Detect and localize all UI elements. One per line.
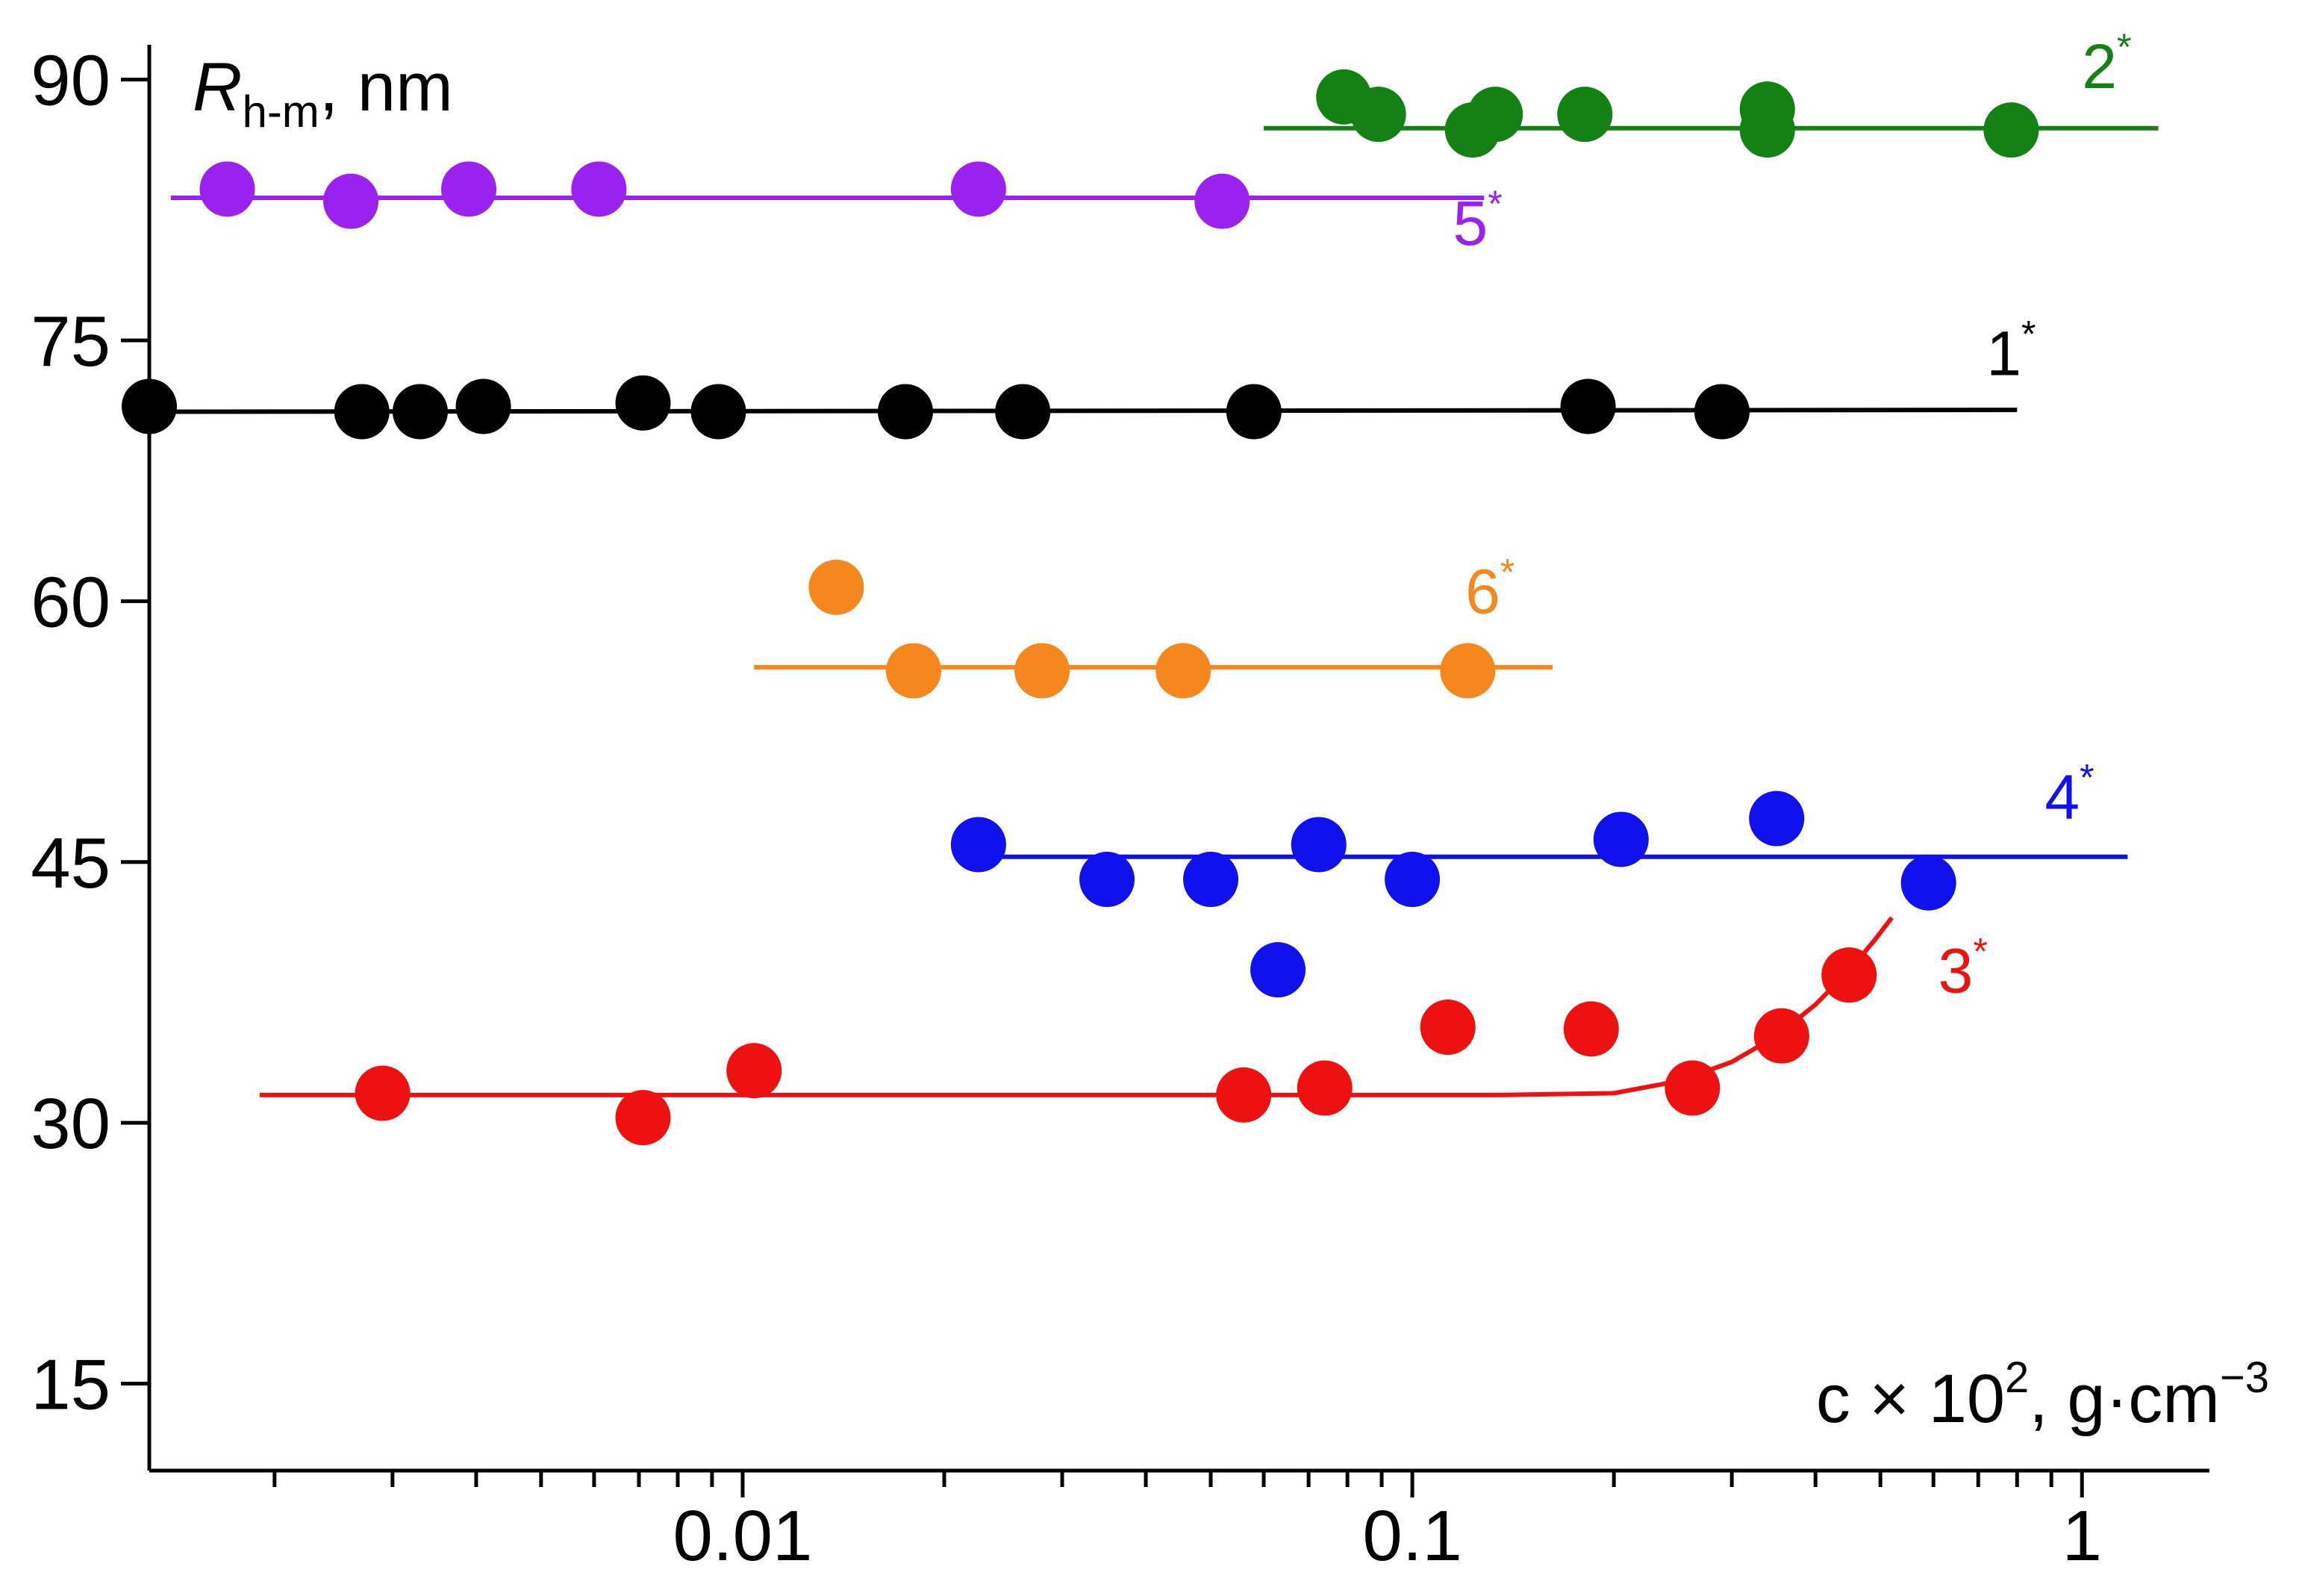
- data-point-series-5: [950, 161, 1006, 217]
- data-point-series-6: [808, 559, 864, 615]
- data-point-series-6: [885, 643, 941, 699]
- series-label-1: 1*: [1986, 314, 2036, 389]
- data-point-series-6: [1155, 643, 1211, 699]
- data-point-series-5: [199, 161, 255, 217]
- y-tick-label: 90: [31, 41, 110, 121]
- data-point-series-1: [877, 384, 933, 440]
- x-tick-label: 0.1: [1362, 1496, 1462, 1576]
- data-point-series-1: [1560, 378, 1616, 434]
- x-axis-label-sup: 2: [2005, 1353, 2029, 1402]
- data-point-series-1: [615, 375, 671, 431]
- x-axis-label-rest: , g·cm: [2029, 1361, 2220, 1437]
- series-label-text: 3: [1938, 935, 1974, 1006]
- data-point-series-6: [1014, 643, 1070, 699]
- data-point-series-4: [1183, 852, 1239, 908]
- data-point-series-3: [1665, 1060, 1721, 1116]
- data-point-series-6: [1440, 643, 1496, 699]
- fit-line-series-3: [259, 916, 1894, 1097]
- data-point-series-5: [1194, 173, 1250, 229]
- data-point-series-4: [1900, 855, 1956, 911]
- series-labels: 1*2*3*4*5*6*: [1453, 26, 2132, 1006]
- data-point-series-4: [1385, 852, 1441, 908]
- data-point-series-3: [1297, 1060, 1353, 1116]
- series-label-text: 5: [1453, 188, 1488, 258]
- data-points: [122, 69, 2039, 1146]
- data-point-series-1: [392, 384, 448, 440]
- data-point-series-3: [1821, 947, 1877, 1003]
- series-label-sup: *: [1500, 552, 1515, 593]
- data-point-series-1: [122, 378, 177, 434]
- series-label-6: 6*: [1465, 552, 1515, 627]
- series-label-sup: *: [2117, 26, 2131, 68]
- y-axis-label-sub: h-m: [242, 87, 319, 137]
- x-axis-label-sup2: −3: [2220, 1353, 2269, 1402]
- data-point-series-4: [1250, 942, 1306, 998]
- x-axis-label: c × 102, g·cm−3: [1816, 1353, 2269, 1437]
- series-label-sup: *: [2021, 314, 2036, 355]
- series-label-text: 1: [1986, 319, 2021, 389]
- data-point-series-4: [1593, 811, 1649, 867]
- data-point-series-1: [1694, 384, 1750, 440]
- y-tick-label: 75: [31, 302, 110, 381]
- data-point-series-1: [455, 378, 511, 434]
- series-label-4: 4*: [2044, 757, 2094, 832]
- y-tick-label: 45: [31, 823, 110, 903]
- data-point-series-3: [1563, 1001, 1619, 1057]
- data-point-series-1: [1226, 384, 1282, 440]
- series-label-sup: *: [2080, 757, 2094, 799]
- data-point-series-1: [995, 384, 1051, 440]
- y-tick-label: 60: [31, 562, 110, 642]
- x-tick-label: 0.01: [673, 1496, 813, 1576]
- x-axis-label-main: c × 10: [1816, 1361, 2005, 1437]
- series-label-3: 3*: [1938, 930, 1988, 1006]
- series-label-sup: *: [1488, 183, 1502, 225]
- series-label-5: 5*: [1453, 183, 1503, 258]
- data-point-series-4: [1079, 852, 1135, 908]
- data-point-series-2: [1983, 102, 2039, 158]
- y-axis-label-rest: , nm: [319, 49, 453, 125]
- data-point-series-3: [1753, 1008, 1809, 1064]
- data-point-series-2: [1739, 102, 1795, 158]
- data-point-series-2: [1350, 87, 1406, 143]
- data-point-series-5: [323, 173, 379, 229]
- data-point-series-2: [1467, 87, 1523, 143]
- data-point-series-1: [690, 384, 746, 440]
- data-point-series-4: [950, 817, 1006, 873]
- data-point-series-1: [334, 384, 390, 440]
- y-tick-label: 30: [31, 1084, 110, 1164]
- data-point-series-3: [1216, 1067, 1272, 1123]
- x-tick-label: 1: [2062, 1496, 2102, 1576]
- series-label-text: 4: [2044, 762, 2080, 832]
- series-label-text: 6: [1465, 557, 1500, 627]
- data-point-series-4: [1749, 791, 1805, 847]
- data-point-series-3: [615, 1090, 671, 1146]
- y-axis-label-main: R: [193, 49, 242, 125]
- series-label-text: 2: [2082, 31, 2117, 102]
- data-point-series-5: [571, 161, 627, 217]
- y-axis-label: Rh-m, nm: [193, 49, 453, 137]
- data-point-series-5: [441, 161, 497, 217]
- data-point-series-4: [1291, 817, 1347, 873]
- data-point-series-3: [726, 1043, 782, 1099]
- data-point-series-3: [1420, 1000, 1476, 1056]
- data-point-series-3: [355, 1065, 411, 1121]
- data-point-series-2: [1557, 87, 1613, 143]
- y-tick-label: 15: [31, 1345, 110, 1425]
- series-label-2: 2*: [2082, 26, 2131, 102]
- series-label-sup: *: [1973, 930, 1987, 972]
